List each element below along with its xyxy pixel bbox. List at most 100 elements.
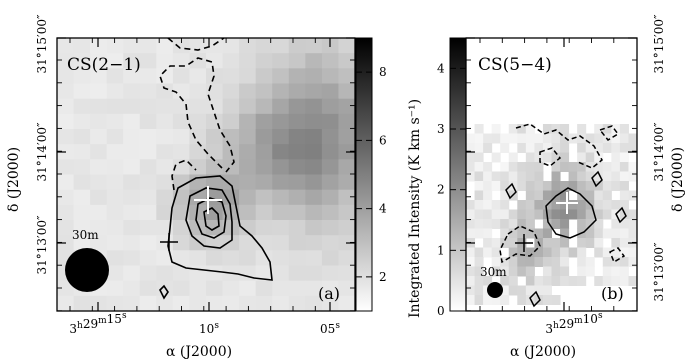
map-pixel (156, 189, 174, 206)
map-pixel (474, 219, 484, 229)
map-pixel (222, 83, 240, 100)
map-pixel (508, 171, 518, 182)
map-pixel (123, 113, 141, 130)
map-pixel (123, 295, 141, 312)
negative-contour (167, 37, 225, 51)
map-pixel (239, 220, 257, 236)
map-pixel (222, 159, 240, 176)
map-pixel (594, 219, 604, 229)
map-pixel (602, 171, 612, 182)
map-pixel (611, 266, 621, 277)
map-pixel (517, 285, 527, 296)
map-pixel (156, 38, 174, 54)
map-pixel (57, 83, 75, 100)
map-pixel (619, 276, 629, 286)
map-pixel (560, 247, 570, 258)
map-pixel (255, 53, 273, 69)
map-pixel (508, 276, 518, 286)
map-pixel (321, 220, 340, 236)
map-pixel (305, 68, 323, 85)
white-cross-marker (556, 192, 578, 214)
map-pixel (189, 113, 207, 130)
map-pixel (272, 250, 290, 267)
map-pixel (577, 162, 587, 172)
map-pixel (239, 53, 257, 69)
map-pixel (577, 219, 587, 229)
map-pixel (611, 257, 621, 267)
map-pixel (222, 174, 240, 191)
map-pixel (594, 143, 604, 153)
map-pixel (123, 204, 141, 221)
map-pixel (585, 219, 595, 229)
map-pixel (594, 200, 604, 210)
map-pixel (560, 209, 570, 220)
map-pixel (491, 247, 501, 258)
intensity-contour (615, 206, 627, 224)
map-pixel (542, 247, 552, 258)
map-pixel (491, 266, 501, 277)
map-pixel (57, 204, 75, 221)
map-pixel (534, 228, 544, 239)
map-pixel (551, 266, 561, 277)
map-pixel (156, 265, 174, 282)
intensity-contour (545, 187, 597, 239)
map-pixel (474, 257, 484, 267)
map-pixel (123, 235, 141, 251)
map-pixel (239, 280, 257, 297)
map-pixel (577, 152, 587, 163)
map-pixel (483, 143, 493, 153)
map-pixel (288, 220, 306, 236)
map-pixel (542, 133, 552, 144)
map-pixel (619, 219, 629, 229)
map-pixel (577, 143, 587, 153)
map-pixel (305, 174, 323, 191)
map-pixel (474, 162, 484, 172)
map-pixel (106, 204, 124, 221)
map-pixel (619, 266, 629, 277)
negative-contour (539, 147, 562, 167)
map-pixel (172, 295, 191, 312)
map-pixel (239, 144, 257, 160)
map-pixel (206, 38, 224, 54)
map-pixel (628, 162, 638, 172)
panel-a-beam (65, 248, 109, 292)
panel-b: CS(5−4) (b) 30m (465, 37, 638, 312)
map-pixel (123, 189, 141, 206)
map-pixel (139, 144, 157, 160)
map-pixel (272, 98, 290, 115)
map-pixel (239, 295, 257, 312)
map-pixel (474, 190, 484, 201)
map-pixel (551, 124, 561, 134)
panel-a-x-axis-label: α (J2000) (166, 344, 232, 360)
map-pixel (500, 200, 510, 210)
map-pixel (491, 238, 501, 248)
map-pixel (123, 68, 141, 85)
map-pixel (189, 98, 207, 115)
map-pixel (255, 129, 273, 145)
map-pixel (73, 220, 91, 236)
map-pixel (560, 228, 570, 239)
map-pixel (577, 266, 587, 277)
map-pixel (534, 152, 544, 163)
map-pixel (542, 295, 552, 305)
map-pixel (508, 228, 518, 239)
map-pixel (466, 200, 476, 210)
map-pixel (500, 171, 510, 182)
map-pixel (189, 280, 207, 297)
map-pixel (272, 68, 290, 85)
map-pixel (542, 124, 552, 134)
map-pixel (272, 295, 290, 312)
map-pixel (474, 152, 484, 163)
intensity-contour (591, 170, 603, 188)
map-pixel (517, 257, 527, 267)
map-pixel (483, 238, 493, 248)
map-pixel (551, 276, 561, 286)
map-pixel (189, 204, 207, 221)
map-pixel (491, 181, 501, 191)
map-pixel (288, 250, 306, 267)
colorbar-a-tick-label: 2 (379, 270, 387, 284)
map-pixel (585, 266, 595, 277)
map-pixel (628, 247, 638, 258)
map-pixel (106, 144, 124, 160)
